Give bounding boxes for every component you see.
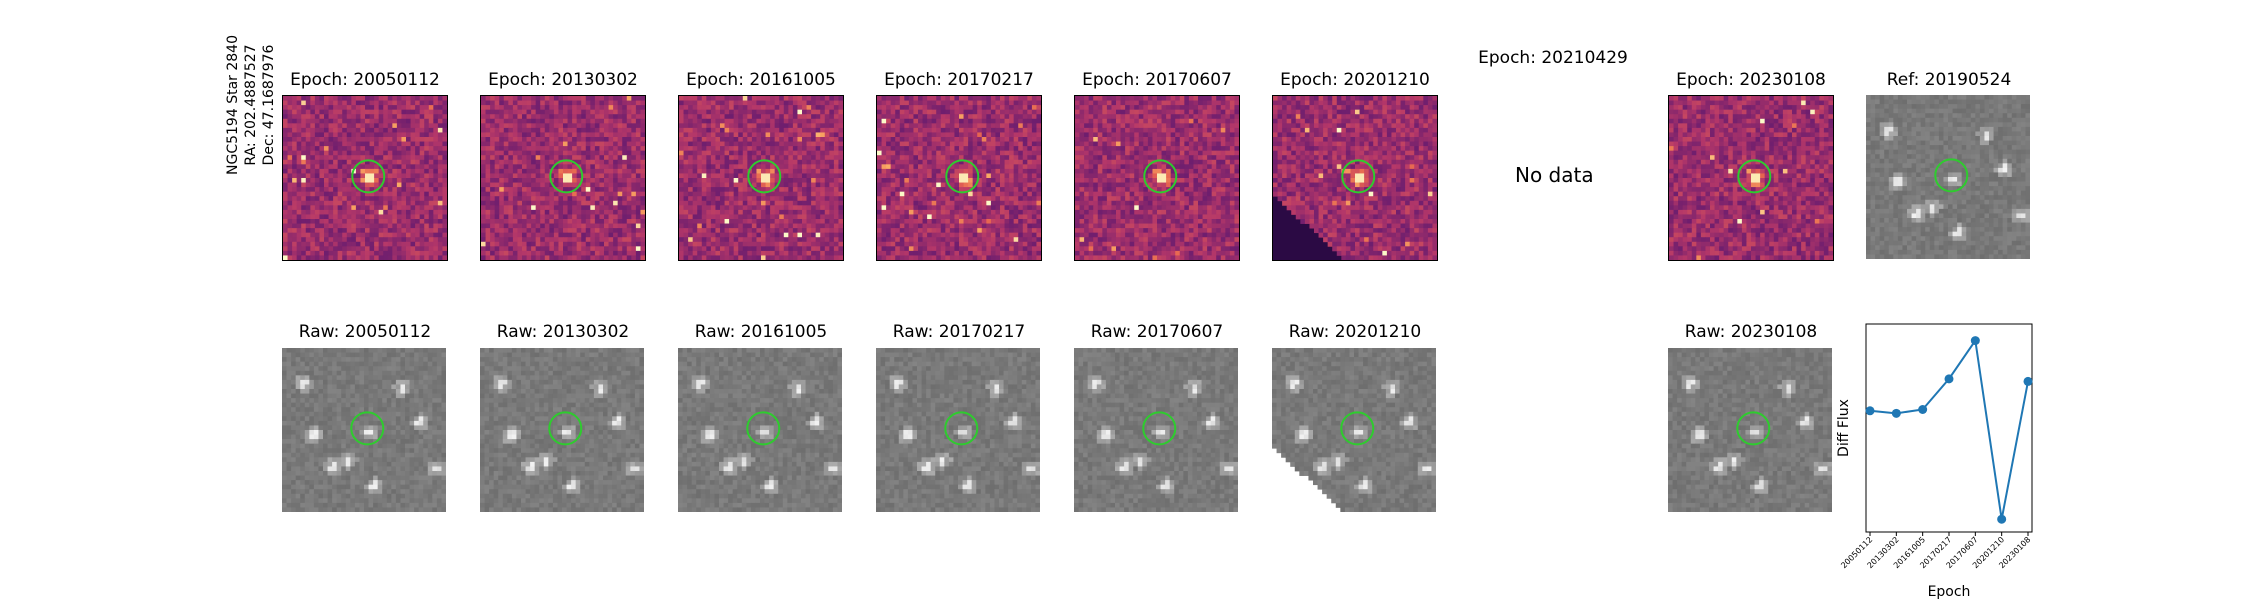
- diff-title-7: Epoch: 20210429: [1478, 48, 1628, 68]
- target-marker-circle: [1142, 411, 1177, 446]
- diff-image-2: [480, 95, 646, 261]
- raw-image-7: [1668, 348, 1834, 514]
- raw-title-2: Raw: 20130302: [496, 322, 630, 342]
- diff-flux-point: [1970, 336, 1980, 346]
- target-marker-circle: [1737, 159, 1772, 194]
- diff-title-1: Epoch: 20050112: [290, 70, 440, 90]
- target-marker-circle: [747, 159, 782, 194]
- raw-image-1: [282, 348, 448, 514]
- target-marker-circle: [548, 411, 583, 446]
- diff-image-5: [1074, 95, 1240, 261]
- chart-series: [1865, 336, 2033, 524]
- diff-flux-point: [1918, 404, 1928, 414]
- diff-flux-point: [1997, 514, 2007, 524]
- chart-axes-frame: [1865, 323, 2033, 533]
- diff-title-2: Epoch: 20130302: [488, 70, 638, 90]
- target-marker-circle: [549, 159, 584, 194]
- diff-image-8: [1668, 95, 1834, 261]
- target-marker-circle: [1341, 159, 1376, 194]
- ref-image: [1866, 95, 2032, 261]
- target-marker-circle: [1736, 411, 1771, 446]
- ref-title: Ref: 20190524: [1886, 70, 2012, 90]
- raw-image-2: [480, 348, 646, 514]
- diff-title-8: Epoch: 20230108: [1676, 70, 1826, 90]
- raw-title-5: Raw: 20170607: [1090, 322, 1224, 342]
- raw-title-6: Raw: 20201210: [1288, 322, 1422, 342]
- target-marker-circle: [945, 159, 980, 194]
- diff-image-4: [876, 95, 1042, 261]
- diff-flux-point: [1865, 406, 1875, 416]
- target-marker-circle: [746, 411, 781, 446]
- target-marker-circle: [351, 159, 386, 194]
- target-marker-circle: [1143, 159, 1178, 194]
- chart-xlabel: Epoch: [1928, 584, 1971, 600]
- diff-flux-point: [1944, 374, 1954, 384]
- diff-flux-point: [1891, 408, 1901, 418]
- raw-title-1: Raw: 20050112: [298, 322, 432, 342]
- diff-flux-chart: 2005011220130302201610052017021720170607…: [1836, 323, 2033, 600]
- target-marker-circle: [944, 411, 979, 446]
- raw-title-4: Raw: 20170217: [892, 322, 1026, 342]
- diff-image-3: [678, 95, 844, 261]
- raw-image-5: [1074, 348, 1240, 514]
- diff-image-6: [1272, 95, 1438, 261]
- no-data-text: No data: [1515, 163, 1594, 187]
- raw-image-6: [1272, 348, 1438, 514]
- star-label: NGC5194 Star 2840 RA: 202.4887527 Dec: 4…: [224, 35, 278, 175]
- star-name: NGC5194 Star 2840: [225, 35, 241, 175]
- diff-image-1: [282, 95, 448, 261]
- target-marker-circle: [1340, 411, 1375, 446]
- target-marker-circle: [1934, 158, 1969, 193]
- diff-title-5: Epoch: 20170607: [1082, 70, 1232, 90]
- raw-title-3: Raw: 20161005: [694, 322, 828, 342]
- raw-image-3: [678, 348, 844, 514]
- star-dec: Dec: 47.1687976: [261, 44, 277, 166]
- target-marker-circle: [350, 411, 385, 446]
- chart-ylabel: Diff Flux: [1836, 399, 1852, 457]
- chart-x-ticks: 2005011220130302201610052017021720170607…: [1839, 532, 2032, 570]
- star-ra: RA: 202.4887527: [243, 44, 259, 166]
- diff-title-4: Epoch: 20170217: [884, 70, 1034, 90]
- raw-image-4: [876, 348, 1042, 514]
- raw-title-7: Raw: 20230108: [1684, 322, 1818, 342]
- diff-title-3: Epoch: 20161005: [686, 70, 836, 90]
- diff-flux-point: [2023, 376, 2033, 386]
- diff-title-6: Epoch: 20201210: [1280, 70, 1430, 90]
